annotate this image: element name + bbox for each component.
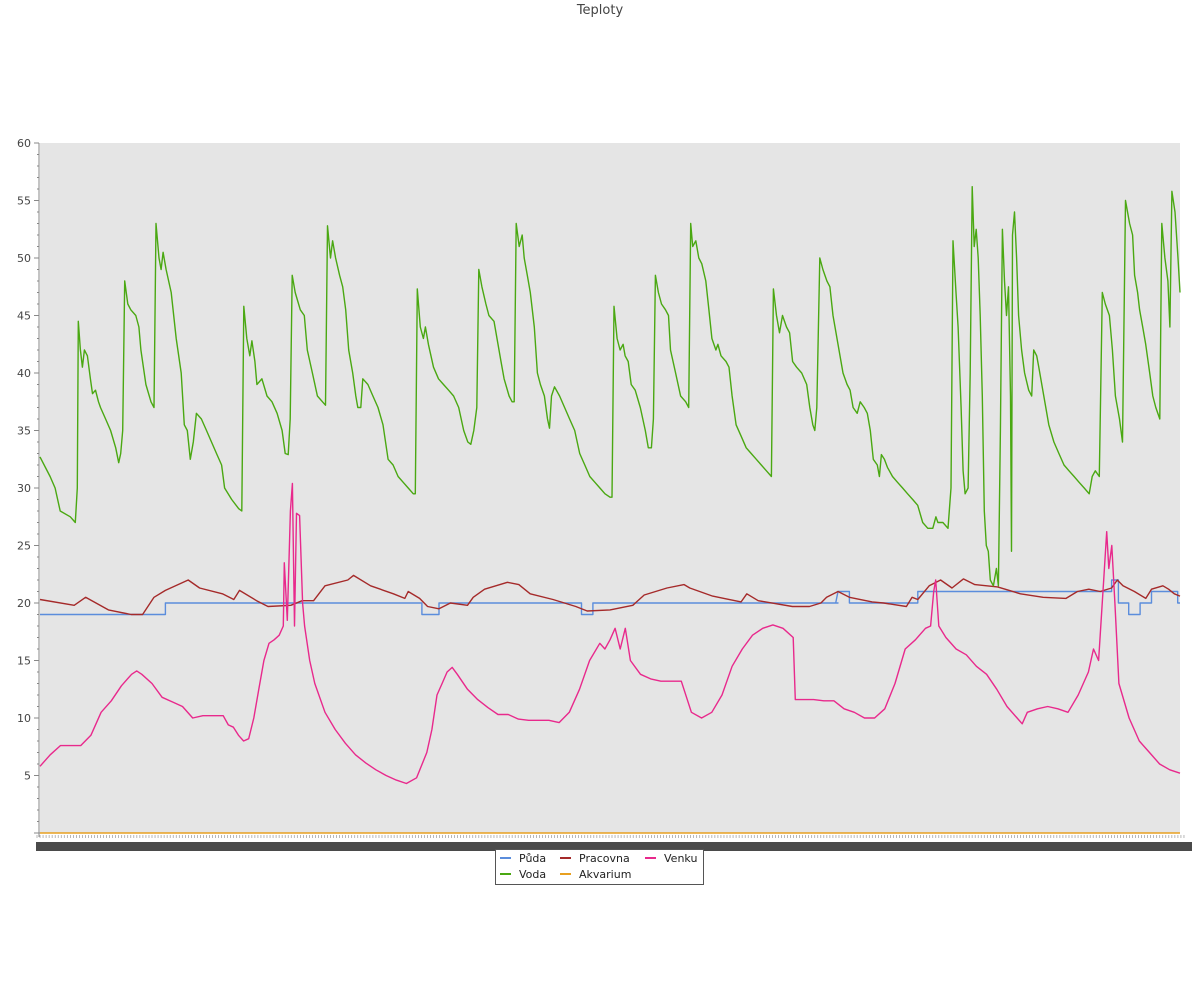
legend-swatch	[500, 857, 511, 859]
x-tick-labels	[36, 842, 1192, 851]
series-line-voda	[39, 185, 1181, 587]
y-tick-label: 50	[17, 252, 31, 265]
legend-swatch	[560, 873, 571, 875]
chart-title: Teploty	[576, 3, 624, 18]
y-tick-label: 10	[17, 712, 31, 725]
legend-label: Akvarium	[579, 868, 632, 881]
series-line-půda	[40, 579, 1180, 616]
series-line-pracovna	[39, 574, 1181, 616]
legend-label: Voda	[519, 868, 547, 881]
legend-swatch	[645, 857, 656, 859]
y-tick-label: 5	[24, 770, 31, 783]
y-tick-label: 40	[17, 367, 31, 380]
legend-label: Pracovna	[579, 852, 630, 865]
series-line-venku	[39, 482, 1181, 785]
plot-area	[40, 143, 1180, 833]
legend: Půda Voda Pracovna Akvarium Venku	[495, 849, 704, 885]
y-tick-label: 60	[17, 137, 31, 150]
legend-item: Voda	[500, 868, 546, 882]
y-tick-label: 25	[17, 540, 31, 553]
y-tick-label: 45	[17, 310, 31, 323]
legend-swatch	[500, 873, 511, 875]
y-tick-label: 55	[17, 195, 31, 208]
legend-label: Venku	[664, 852, 698, 865]
y-tick-label: 35	[17, 425, 31, 438]
legend-item: Venku	[645, 852, 697, 866]
y-tick-label: 15	[17, 655, 31, 668]
legend-swatch	[560, 857, 571, 859]
legend-label: Půda	[519, 852, 547, 865]
legend-item: Pracovna	[560, 852, 630, 866]
y-tick-label: 30	[17, 482, 31, 495]
legend-item: Půda	[500, 852, 546, 866]
y-tick-label: 20	[17, 597, 31, 610]
legend-item: Akvarium	[560, 868, 631, 882]
